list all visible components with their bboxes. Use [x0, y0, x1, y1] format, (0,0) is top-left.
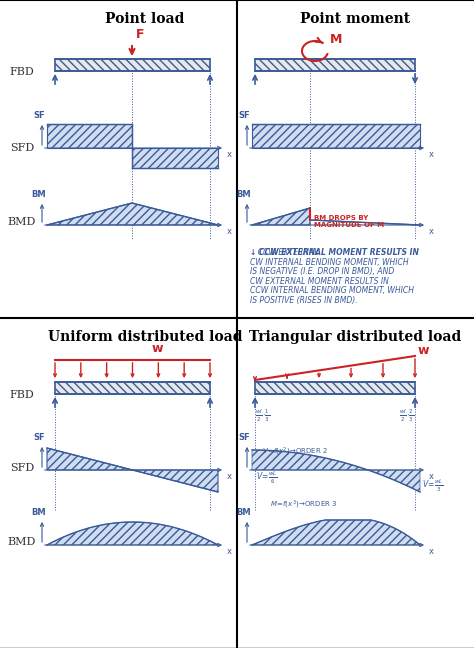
Polygon shape — [55, 382, 210, 394]
Polygon shape — [132, 148, 218, 168]
Text: CW EXTERNAL MOMENT RESULTS IN: CW EXTERNAL MOMENT RESULTS IN — [250, 277, 389, 286]
Text: $\frac{wl}{2}\!\cdot\!\frac{2}{3}$: $\frac{wl}{2}\!\cdot\!\frac{2}{3}$ — [400, 408, 415, 424]
Text: $V\!=\!\frac{wL}{3}$: $V\!=\!\frac{wL}{3}$ — [422, 478, 444, 494]
Polygon shape — [255, 382, 415, 394]
Polygon shape — [255, 59, 415, 71]
Text: M: M — [330, 33, 342, 46]
Text: BMD: BMD — [8, 537, 36, 547]
Text: FBD: FBD — [9, 67, 35, 77]
Text: SFD: SFD — [10, 143, 34, 153]
Text: SF: SF — [238, 433, 250, 442]
Text: Point moment: Point moment — [300, 12, 410, 26]
Text: $\frac{wl}{2}\!\cdot\!\frac{1}{3}$: $\frac{wl}{2}\!\cdot\!\frac{1}{3}$ — [255, 408, 271, 424]
Text: CCW INTERNAL BENDING MOMENT, WHICH: CCW INTERNAL BENDING MOMENT, WHICH — [250, 286, 414, 295]
Text: SF: SF — [33, 433, 45, 442]
Text: x: x — [227, 547, 232, 556]
Text: x: x — [429, 547, 434, 556]
Text: x: x — [429, 150, 434, 159]
Polygon shape — [310, 220, 420, 225]
Text: IS POSITIVE (RISES IN BMD).: IS POSITIVE (RISES IN BMD). — [250, 295, 357, 305]
Text: SF: SF — [33, 111, 45, 120]
Text: w: w — [151, 342, 163, 355]
Polygon shape — [252, 208, 310, 225]
Text: x: x — [227, 150, 232, 159]
Text: x: x — [429, 227, 434, 236]
Text: BM DROPS BY
MAGNITUDE OF M: BM DROPS BY MAGNITUDE OF M — [314, 215, 384, 228]
Text: FBD: FBD — [9, 390, 35, 400]
Polygon shape — [252, 124, 420, 148]
Polygon shape — [47, 203, 218, 225]
Text: BM: BM — [32, 190, 46, 199]
Text: SF: SF — [238, 111, 250, 120]
Text: $V\!=\!\frac{wL}{6}$: $V\!=\!\frac{wL}{6}$ — [256, 470, 277, 486]
Text: IS NEGATIVE (I.E. DROP IN BMD), AND: IS NEGATIVE (I.E. DROP IN BMD), AND — [250, 267, 394, 276]
Text: x: x — [429, 472, 434, 481]
Text: Point load: Point load — [105, 12, 185, 26]
Text: CW INTERNAL BENDING MOMENT, WHICH: CW INTERNAL BENDING MOMENT, WHICH — [250, 257, 409, 266]
Text: F: F — [136, 28, 145, 41]
Polygon shape — [47, 448, 218, 492]
Polygon shape — [55, 59, 210, 71]
Text: CCW EXTERNAL: CCW EXTERNAL — [254, 248, 319, 257]
Text: Triangular distributed load: Triangular distributed load — [249, 330, 461, 344]
Text: $M\!=\!f(x^3)\!\rightarrow\!$ORDER 3: $M\!=\!f(x^3)\!\rightarrow\!$ORDER 3 — [270, 499, 337, 511]
Text: x: x — [227, 472, 232, 481]
Text: w: w — [418, 344, 429, 357]
Text: BM: BM — [237, 190, 251, 199]
Text: BM: BM — [237, 508, 251, 517]
Text: Uniform distributed load: Uniform distributed load — [48, 330, 242, 344]
Text: $V\!=\!f(x^2)\!\rightarrow\!$ORDER 2: $V\!=\!f(x^2)\!\rightarrow\!$ORDER 2 — [262, 446, 328, 458]
Text: BM: BM — [32, 508, 46, 517]
Text: SFD: SFD — [10, 463, 34, 473]
Polygon shape — [47, 124, 132, 148]
Text: BMD: BMD — [8, 217, 36, 227]
Text: ↓ CCW EXTERNAL MOMENT RESULTS IN: ↓ CCW EXTERNAL MOMENT RESULTS IN — [250, 248, 419, 257]
Text: x: x — [227, 227, 232, 236]
